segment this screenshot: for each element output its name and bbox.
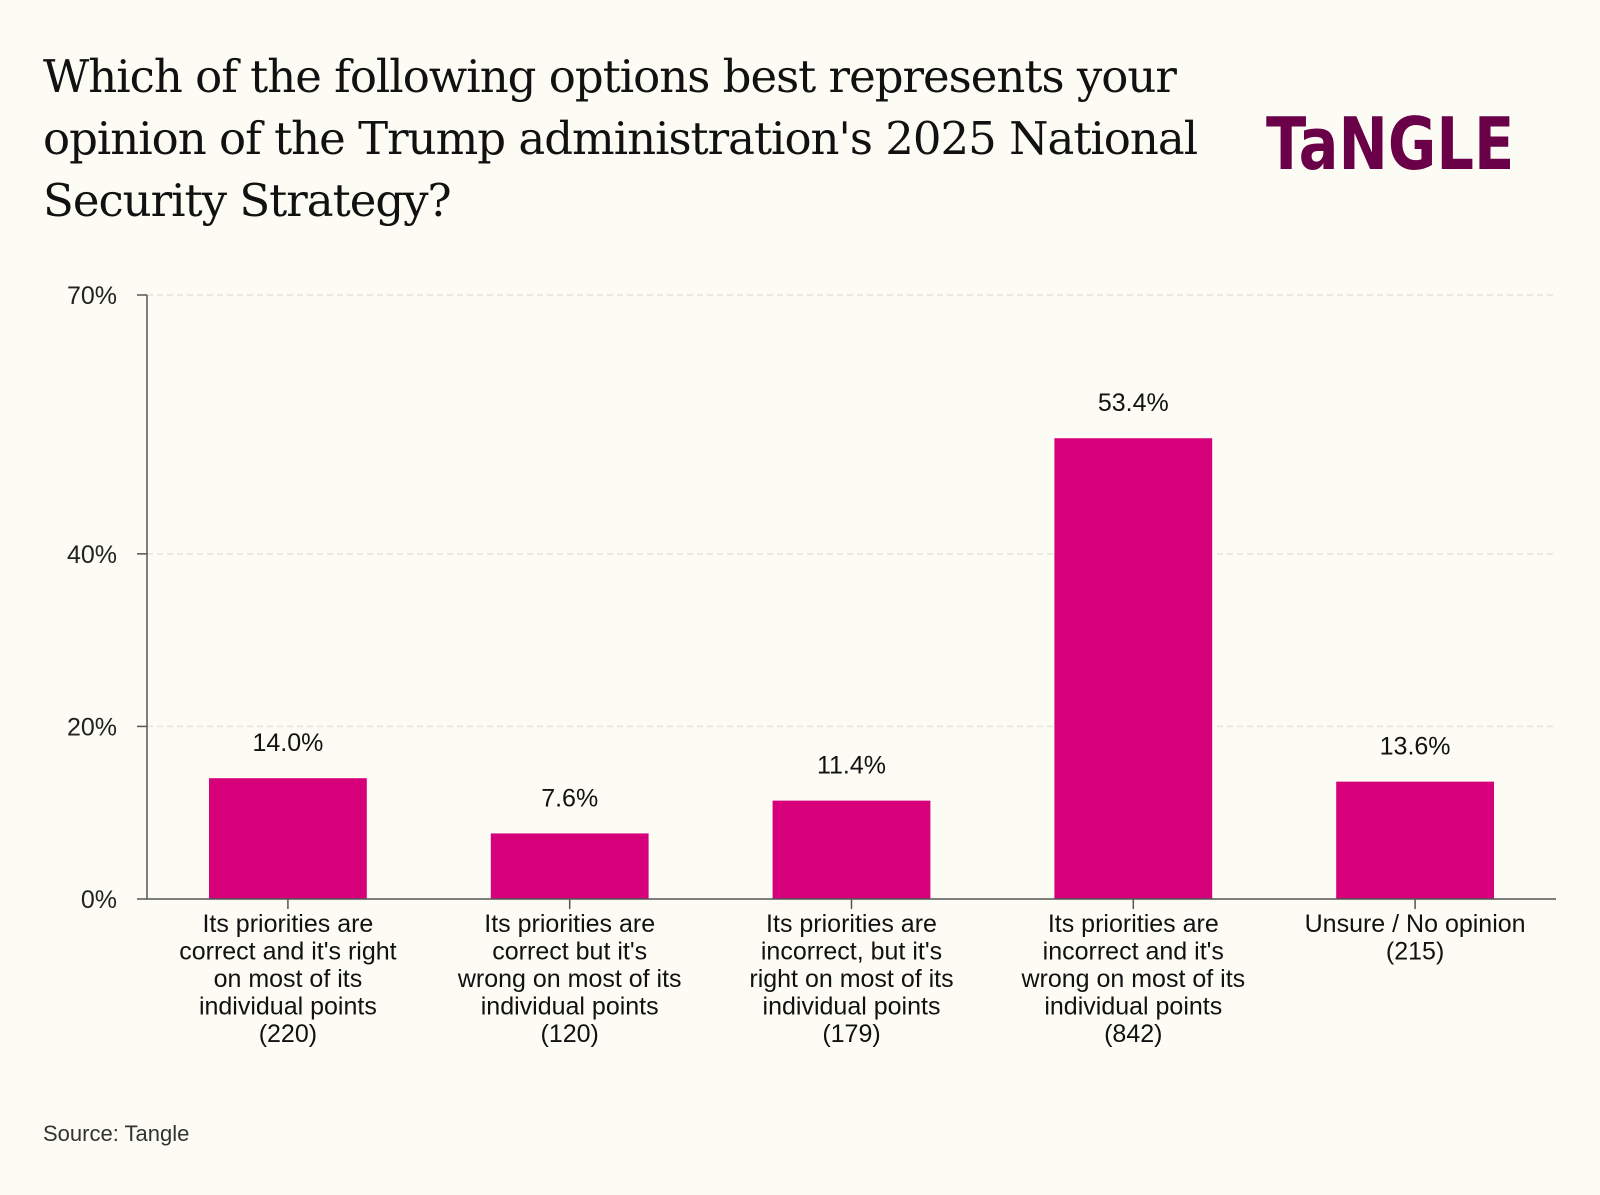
bar-chart: 0% 20% 40% 70% 14.0% 7.6% 11.4% 53.4% 13.6% Its… <box>67 282 1556 1048</box>
x-tick-label-line: (179) <box>822 1020 880 1048</box>
x-tick-label-line: wrong on most of its <box>457 965 682 993</box>
x-tick-label: Unsure / No opinion (215) <box>1305 910 1526 966</box>
x-tick-label: Its priorities are correct and it's right… <box>179 910 396 1048</box>
source-note: Source: Tangle <box>43 1121 190 1146</box>
x-tick-label-line: wrong on most of its <box>1020 965 1245 993</box>
tangle-logo: TaNGLE <box>1266 102 1515 186</box>
value-label: 13.6% <box>1380 733 1451 761</box>
y-tick-label: 0% <box>81 886 117 914</box>
bar <box>1336 781 1495 899</box>
x-tick-label-line: Its priorities are <box>1048 910 1219 938</box>
x-axis: Its priorities are correct and it's right… <box>147 898 1556 1048</box>
bars <box>208 438 1495 899</box>
x-tick-label-line: Its priorities are <box>202 910 373 938</box>
x-tick-label-line: individual points <box>763 993 941 1021</box>
x-tick-label: Its priorities are incorrect and it's wron… <box>1020 910 1245 1048</box>
x-tick-label-line: individual points <box>199 993 377 1021</box>
x-tick-label-line: Its priorities are <box>484 910 655 938</box>
x-tick-label-line: correct but it's <box>492 938 647 966</box>
value-labels: 14.0% 7.6% 11.4% 53.4% 13.6% <box>252 389 1450 812</box>
y-tick-label: 20% <box>67 713 117 741</box>
gridlines <box>147 294 1556 728</box>
bar <box>1054 438 1213 899</box>
bar <box>772 800 931 899</box>
chart-title: Which of the following options best repr… <box>43 50 1198 227</box>
x-tick-label-line: incorrect and it's <box>1043 938 1224 966</box>
value-label: 7.6% <box>541 784 598 812</box>
x-tick-label-line: incorrect, but it's <box>761 938 942 966</box>
x-tick-label-line: on most of its <box>214 965 363 993</box>
x-tick-label-line: individual points <box>1044 993 1222 1021</box>
bar <box>490 833 649 899</box>
x-tick-label: Its priorities are incorrect, but it's rig… <box>749 910 953 1048</box>
x-tick-label-line: (120) <box>541 1020 599 1048</box>
x-tick-label-line: (220) <box>259 1020 317 1048</box>
x-tick-label-line: Its priorities are <box>766 910 937 938</box>
y-tick-label: 70% <box>67 282 117 310</box>
x-tick-label: Its priorities are correct but it's wrong … <box>457 910 682 1048</box>
y-tick-label: 40% <box>67 541 117 569</box>
x-tick-label-line: right on most of its <box>749 965 953 993</box>
x-tick-label-line: correct and it's right <box>179 938 396 966</box>
x-tick-label-line: individual points <box>481 993 659 1021</box>
value-label: 14.0% <box>252 729 323 757</box>
x-tick-label-line: (215) <box>1386 938 1444 966</box>
x-tick-label-line: Unsure / No opinion <box>1305 910 1526 938</box>
value-label: 53.4% <box>1098 389 1169 417</box>
value-label: 11.4% <box>817 752 886 780</box>
y-axis: 0% 20% 40% 70% <box>67 282 148 914</box>
bar <box>208 778 367 899</box>
x-tick-label-line: (842) <box>1104 1020 1162 1048</box>
